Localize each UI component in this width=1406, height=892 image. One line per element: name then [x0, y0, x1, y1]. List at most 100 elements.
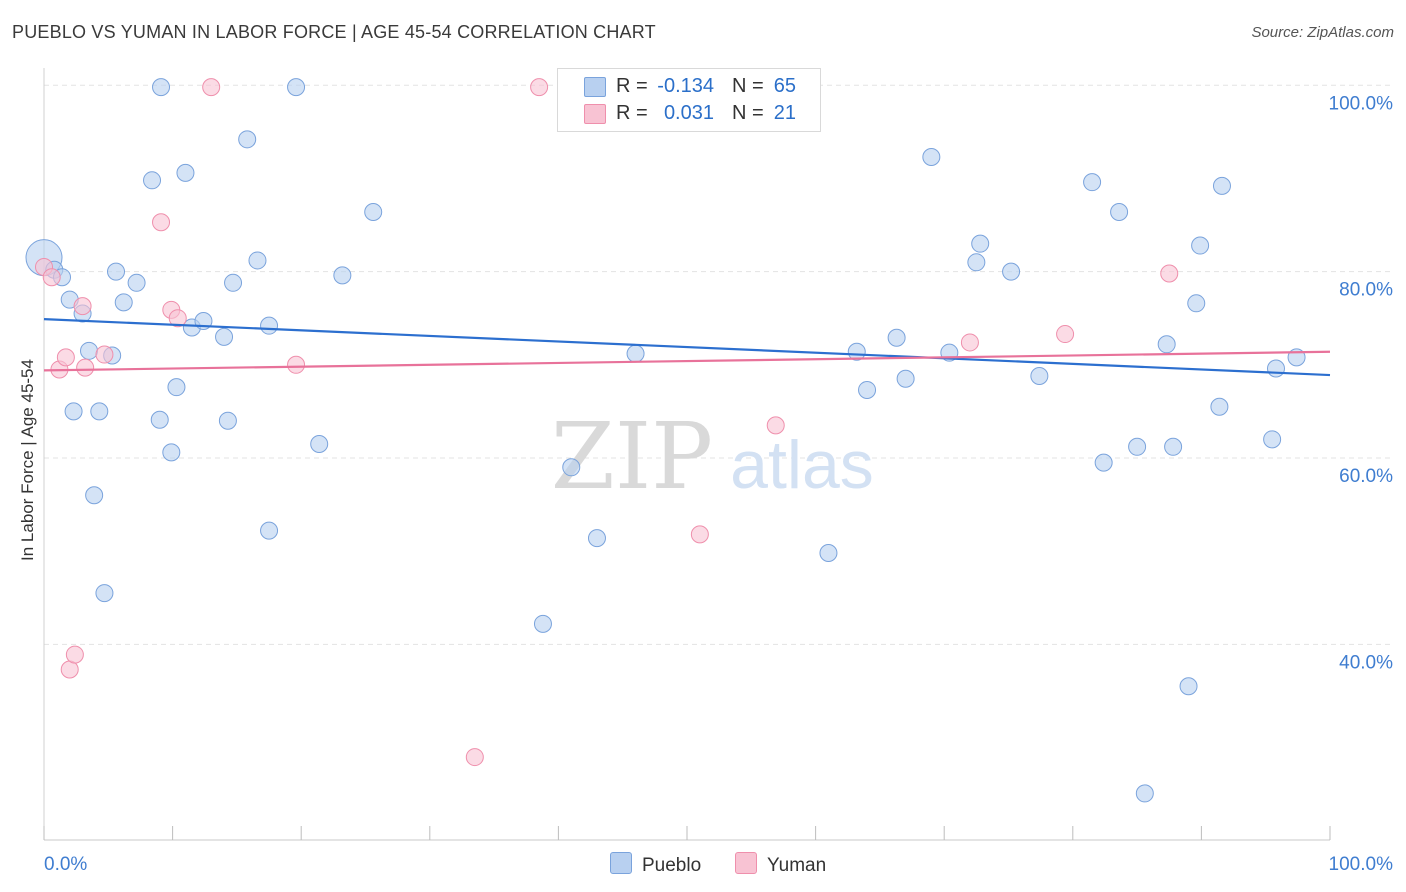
pueblo-point	[1002, 262, 1021, 281]
trend-lines	[43, 318, 1331, 377]
pueblo-point	[224, 273, 243, 292]
pueblo-point	[626, 344, 645, 363]
x-tick-label: 0.0%	[44, 854, 87, 875]
legend-item-pueblo[interactable]: Pueblo	[610, 852, 701, 877]
legend-n-label: N =	[732, 75, 764, 97]
pueblo-point	[90, 402, 109, 421]
pueblo-point	[1135, 784, 1154, 803]
pueblo-point	[533, 614, 552, 633]
pueblo-point	[1266, 359, 1285, 378]
pueblo-point	[333, 266, 352, 285]
pueblo-point	[85, 486, 104, 505]
pueblo-point	[971, 234, 990, 253]
yuman-point	[95, 345, 114, 364]
yuman-point	[530, 78, 549, 97]
chart-title: PUEBLO VS YUMAN IN LABOR FORCE | AGE 45-…	[12, 22, 656, 42]
y-tick-label: 80.0%	[1339, 280, 1393, 301]
pueblo-point	[64, 402, 83, 421]
pueblo-point	[1110, 202, 1129, 221]
yuman-point	[465, 748, 484, 767]
pueblo-point	[1164, 437, 1183, 456]
pueblo-swatch	[584, 77, 606, 97]
y-tick-label: 100.0%	[1329, 93, 1394, 114]
yuman-point	[73, 297, 92, 316]
yuman-trend-line	[43, 350, 1331, 372]
y-tick-label: 60.0%	[1339, 466, 1393, 487]
pueblo-point	[176, 163, 195, 182]
legend-r-value: 0.031	[663, 102, 714, 124]
watermark-atlas: atlas	[730, 427, 874, 503]
yuman-point	[202, 78, 221, 97]
yuman-legend-swatch	[735, 852, 757, 874]
pueblo-point	[1083, 173, 1102, 192]
yuman-point	[766, 416, 785, 435]
yuman-point	[287, 355, 306, 374]
pueblo-point	[248, 251, 267, 270]
pueblo-point	[1191, 236, 1210, 255]
grid	[44, 84, 1392, 645]
pueblo-point	[587, 529, 606, 548]
yuman-points	[35, 78, 1179, 767]
tick-labels: 40.0% 60.0% 80.0% 100.0% 0.0% 100.0%	[44, 93, 1393, 875]
pueblo-point	[562, 458, 581, 477]
pueblo-point	[1094, 453, 1113, 472]
pueblo-point	[80, 341, 99, 360]
axes	[43, 68, 1331, 841]
yuman-point	[42, 268, 61, 287]
pueblo-point	[162, 443, 181, 462]
correlation-legend: R = -0.134 N = 65 R = 0.031 N = 21	[557, 68, 821, 132]
pueblo-point	[887, 328, 906, 347]
yuman-swatch	[584, 104, 606, 124]
pueblo-point	[287, 78, 306, 97]
pueblo-point	[107, 262, 126, 281]
pueblo-point	[260, 316, 279, 335]
source-credit: Source: ZipAtlas.com	[1251, 24, 1394, 41]
pueblo-point	[167, 378, 186, 397]
yuman-point	[1160, 264, 1179, 283]
pueblo-point	[967, 253, 986, 272]
yuman-point	[152, 213, 171, 232]
legend-n-label: N =	[732, 102, 764, 124]
legend-item-yuman[interactable]: Yuman	[735, 852, 826, 877]
legend-n-value: 21	[773, 102, 796, 124]
pueblo-point	[896, 369, 915, 388]
yuman-point	[168, 309, 187, 328]
pueblo-point	[218, 411, 237, 430]
pueblo-point	[1128, 437, 1147, 456]
pueblo-legend-swatch	[610, 852, 632, 874]
pueblo-point	[150, 410, 169, 429]
yuman-point	[56, 348, 75, 367]
pueblo-point	[1210, 397, 1229, 416]
pueblo-point	[152, 78, 171, 97]
legend-row-yuman: R = 0.031 N = 21	[558, 101, 820, 127]
pueblo-point	[1187, 294, 1206, 313]
pueblo-point	[1263, 430, 1282, 449]
pueblo-point	[1212, 176, 1231, 195]
yuman-point	[1056, 325, 1075, 344]
yuman-point	[65, 645, 84, 664]
pueblo-point	[364, 202, 383, 221]
pueblo-point	[114, 293, 133, 312]
pueblo-point	[1157, 335, 1176, 354]
pueblo-point	[215, 327, 234, 346]
yuman-legend-label: Yuman	[767, 855, 827, 876]
pueblo-point	[847, 342, 866, 361]
pueblo-point	[143, 171, 162, 190]
pueblo-point	[95, 584, 114, 603]
yuman-point	[76, 358, 95, 377]
pueblo-point	[858, 380, 877, 399]
pueblo-point	[1179, 677, 1198, 696]
watermark-zip: ZIP	[551, 403, 713, 510]
legend-r-label: R =	[616, 75, 648, 97]
legend-row-pueblo: R = -0.134 N = 65	[558, 74, 820, 100]
pueblo-point	[819, 544, 838, 563]
legend-r-value: -0.134	[657, 75, 714, 97]
yuman-point	[690, 525, 709, 544]
pueblo-trend-line	[43, 318, 1331, 377]
pueblo-point	[260, 521, 279, 540]
pueblo-point	[238, 130, 257, 149]
y-tick-label: 40.0%	[1339, 652, 1393, 673]
pueblo-point	[922, 148, 941, 167]
pueblo-point	[127, 273, 146, 292]
